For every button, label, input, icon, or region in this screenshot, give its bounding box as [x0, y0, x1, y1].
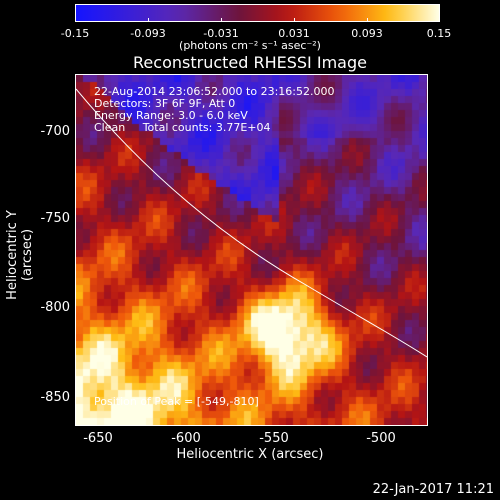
timestamp: 22-Jan-2017 11:21 [372, 482, 494, 497]
y-tick-label: -800 [40, 300, 70, 315]
colorbar-tick-label: -0.093 [130, 27, 166, 40]
solar-image: 22-Aug-2014 23:06:52.000 to 23:16:52.000… [75, 74, 428, 426]
x-tick-label: -500 [366, 431, 396, 446]
limb-overlay [76, 88, 427, 358]
colorbar-tick-mark [221, 18, 222, 22]
x-tick-label: -600 [171, 431, 201, 446]
image-title: Reconstructed RHESSI Image [133, 53, 367, 72]
colorbar-tick-mark [367, 18, 368, 22]
y-tick-label: -850 [40, 390, 70, 405]
colorbar-tick-mark [75, 18, 76, 22]
clean-counts-label: Clean Total counts: 3.77E+04 [94, 121, 271, 134]
x-tick-label: -550 [259, 431, 289, 446]
colorbar-tick-label: 0.093 [351, 27, 383, 40]
y-tick-label: -700 [40, 124, 70, 139]
peak-position-label: Position of Peak = [-549,-810] [94, 395, 259, 408]
colorbar-units: (photons cm⁻² s⁻¹ asec⁻²) [179, 39, 321, 52]
energy-range-label: Energy Range: 3.0 - 6.0 keV [94, 109, 248, 122]
colorbar-tick-mark [148, 18, 149, 22]
x-axis-label: Heliocentric X (arcsec) [176, 447, 324, 462]
x-tick-label: -650 [83, 431, 113, 446]
colorbar-tick-mark [439, 18, 440, 22]
colorbar [75, 4, 440, 22]
detectors-label: Detectors: 3F 6F 9F, Att 0 [94, 97, 236, 110]
colorbar-tick-label: 0.031 [278, 27, 310, 40]
colorbar-tick-label: -0.15 [60, 27, 90, 40]
colorbar-tick-label: -0.031 [203, 27, 239, 40]
heatmap-canvas [76, 75, 427, 425]
y-tick-label: -750 [40, 211, 70, 226]
colorbar-tick-label: 0.15 [426, 27, 452, 40]
obs-time-label: 22-Aug-2014 23:06:52.000 to 23:16:52.000 [94, 85, 335, 98]
solar-limb-line [76, 88, 427, 358]
colorbar-tick-mark [294, 18, 295, 22]
